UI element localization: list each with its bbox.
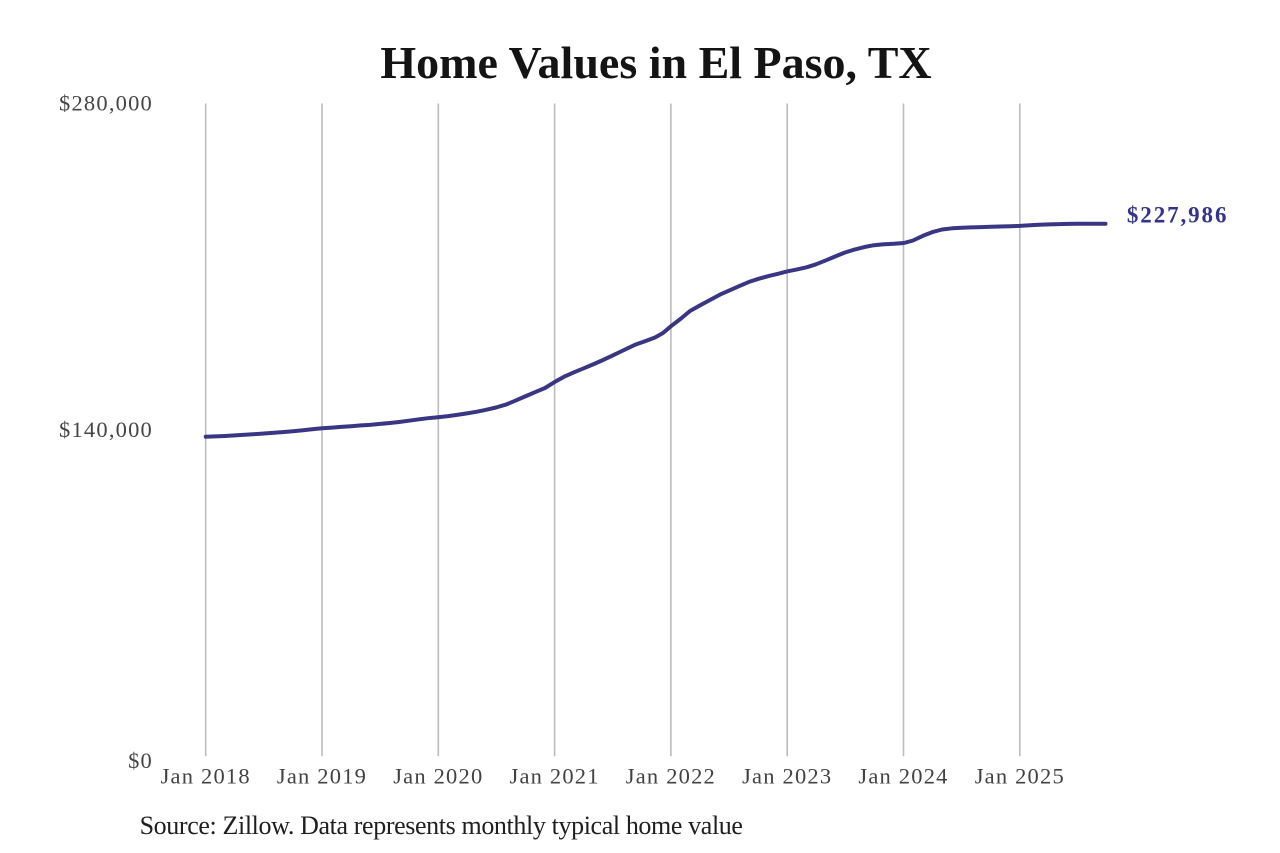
svg-text:$0: $0 <box>128 748 153 773</box>
svg-text:Jan 2020: Jan 2020 <box>393 763 483 788</box>
svg-text:Jan 2023: Jan 2023 <box>742 763 832 788</box>
svg-text:Jan 2025: Jan 2025 <box>975 763 1065 788</box>
svg-text:$227,986: $227,986 <box>1127 203 1228 228</box>
svg-text:$280,000: $280,000 <box>59 91 153 116</box>
svg-text:Jan 2022: Jan 2022 <box>626 763 716 788</box>
svg-text:$140,000: $140,000 <box>59 417 153 442</box>
svg-text:Jan 2018: Jan 2018 <box>161 763 251 788</box>
svg-text:Jan 2021: Jan 2021 <box>509 763 599 788</box>
svg-text:Home Values in El Paso, TX: Home Values in El Paso, TX <box>380 37 931 88</box>
svg-text:Jan 2024: Jan 2024 <box>858 763 948 788</box>
svg-text:Source: Zillow. Data represent: Source: Zillow. Data represents monthly … <box>140 811 743 840</box>
svg-text:Jan 2019: Jan 2019 <box>277 763 367 788</box>
